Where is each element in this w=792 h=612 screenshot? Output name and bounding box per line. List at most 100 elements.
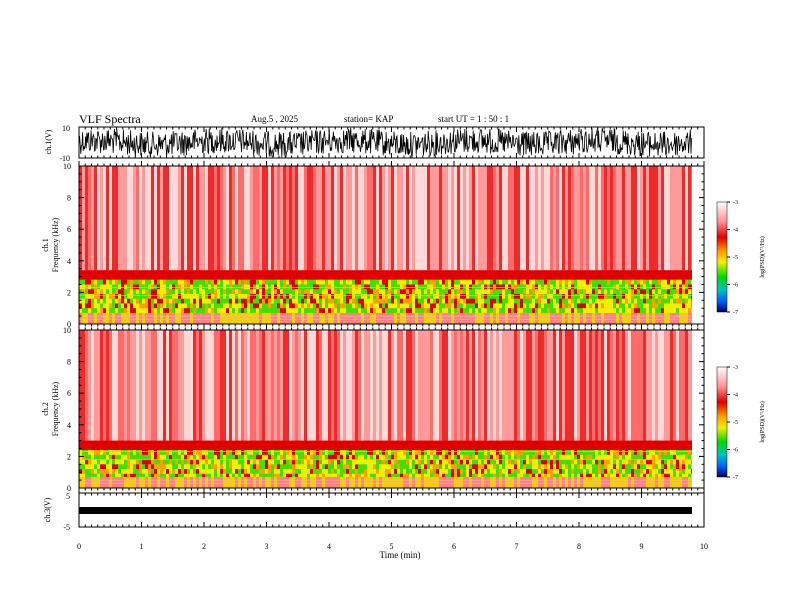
spectrogram-cell — [565, 454, 568, 460]
spectrogram-cell — [463, 330, 466, 441]
spectrogram-cell — [652, 473, 655, 479]
spectrogram-cell — [256, 469, 259, 474]
spectrogram-cell — [628, 469, 631, 474]
spectrogram-cell — [331, 440, 334, 451]
spectrogram-cell — [211, 454, 214, 460]
spectrogram-cell — [268, 454, 271, 460]
spectrogram-cell — [328, 464, 331, 470]
spectrogram-cell — [103, 298, 106, 304]
spectrogram-cell — [682, 270, 685, 280]
spectrogram-cell — [106, 312, 109, 324]
spectrogram-cell — [355, 298, 358, 304]
spectrogram-cell — [454, 476, 457, 488]
spectrogram-cell — [100, 469, 103, 474]
spectrogram-cell — [460, 330, 463, 441]
spectrogram-cell — [328, 469, 331, 474]
spectrogram-cell — [226, 166, 229, 271]
spectrogram-cell — [466, 469, 469, 474]
spectrogram-cell — [202, 440, 205, 451]
spectrogram-cell — [448, 476, 451, 488]
spectrogram-cell — [196, 303, 199, 309]
spectrogram-cell — [154, 308, 157, 314]
spectrogram-cell — [382, 312, 385, 324]
spectrogram-cell — [550, 298, 553, 304]
spectrogram-cell — [517, 270, 520, 280]
spectrogram-cell — [112, 473, 115, 479]
spectrogram-cell — [436, 459, 439, 465]
spectrogram-cell — [526, 476, 529, 488]
spectrogram-cell — [625, 473, 628, 479]
spectrogram-cell — [232, 279, 235, 285]
spectrogram-cell — [169, 166, 172, 271]
spectrogram-cell — [604, 454, 607, 460]
spectrogram-cell — [244, 476, 247, 488]
spectrogram-cell — [448, 270, 451, 280]
spectrogram-cell — [271, 303, 274, 309]
spectrogram-cell — [127, 308, 130, 314]
spectrogram-cell — [517, 473, 520, 479]
spectrogram-cell — [91, 450, 94, 456]
spectrogram-cell — [637, 270, 640, 280]
spectrogram-cell — [250, 464, 253, 470]
spectrogram-cell — [85, 308, 88, 314]
colorbar-tick-label: -7 — [733, 310, 738, 316]
spectrogram-cell — [178, 284, 181, 290]
spectrogram-cell — [187, 330, 190, 441]
spectrogram-cell — [661, 289, 664, 295]
spectrogram-cell — [223, 464, 226, 470]
spectrogram-cell — [313, 450, 316, 456]
spectrogram-cell — [499, 440, 502, 451]
spectrogram-cell — [337, 476, 340, 488]
spectrogram-cell — [517, 298, 520, 304]
spectrogram-cell — [517, 454, 520, 460]
spectrogram-cell — [235, 473, 238, 479]
spectrogram-cell — [562, 312, 565, 324]
spectrogram-cell — [628, 303, 631, 309]
spectrogram-cell — [679, 440, 682, 451]
spectrogram-cell — [283, 284, 286, 290]
spectrogram-cell — [613, 450, 616, 456]
spectrogram-cell — [601, 308, 604, 314]
spectrogram-cell — [295, 330, 298, 441]
spectrogram-cell — [304, 166, 307, 271]
spectrogram-cell — [586, 440, 589, 451]
spectrogram-cell — [190, 166, 193, 271]
spectrogram-cell — [520, 289, 523, 295]
spectrogram-cell — [151, 298, 154, 304]
spectrogram-cell — [466, 308, 469, 314]
spectrogram-cell — [625, 469, 628, 474]
spectrogram-cell — [607, 270, 610, 280]
spectrogram-cell — [271, 473, 274, 479]
spectrogram-cell — [550, 293, 553, 299]
spectrogram-cell — [295, 303, 298, 309]
spectrogram-cell — [301, 298, 304, 304]
spectrogram-cell — [685, 476, 688, 488]
spectrogram-cell — [184, 293, 187, 299]
spectrogram-cell — [181, 330, 184, 441]
spectrogram-cell — [646, 473, 649, 479]
spectrogram-cell — [154, 473, 157, 479]
spectrogram-cell — [496, 293, 499, 299]
spectrogram-cell — [265, 312, 268, 324]
spectrogram-cell — [493, 284, 496, 290]
spectrogram-cell — [196, 476, 199, 488]
spectrogram-cell — [379, 293, 382, 299]
spectrogram-cell — [175, 303, 178, 309]
spectrogram-cell — [199, 279, 202, 285]
spectrogram-cell — [514, 289, 517, 295]
spectrogram-cell — [376, 330, 379, 441]
spectrogram-cell — [427, 279, 430, 285]
spectrogram-cell — [325, 454, 328, 460]
spectrogram-cell — [682, 289, 685, 295]
spectrogram-cell — [145, 166, 148, 271]
spectrogram-cell — [580, 308, 583, 314]
spectrogram-cell — [445, 464, 448, 470]
spectrogram-cell — [601, 284, 604, 290]
spectrogram-cell — [523, 303, 526, 309]
spectrogram-cell — [109, 450, 112, 456]
spectrogram-cell — [547, 440, 550, 451]
spectrogram-cell — [400, 284, 403, 290]
spectrogram-cell — [556, 473, 559, 479]
spectrogram-cell — [265, 308, 268, 314]
spectrogram-cell — [652, 303, 655, 309]
